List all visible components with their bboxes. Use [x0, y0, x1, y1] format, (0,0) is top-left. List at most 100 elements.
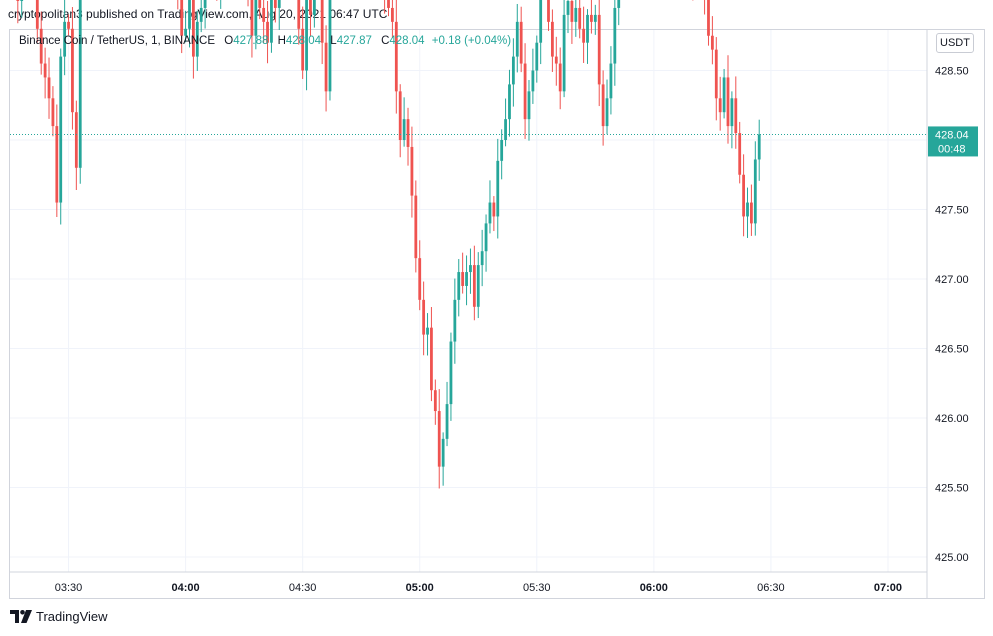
candle-body: [519, 21, 523, 64]
candle-body: [20, 0, 24, 1]
candle-body: [742, 174, 745, 217]
x-tick-label: 03:30: [55, 582, 83, 594]
candle-body: [277, 0, 281, 8]
candle-body: [722, 77, 726, 113]
candle-body: [414, 195, 418, 259]
candle-body: [433, 390, 437, 412]
chart-grid: [10, 30, 927, 572]
candle-body: [320, 0, 324, 43]
candle-body: [480, 251, 484, 266]
candle-body: [757, 134, 761, 160]
candle-body: [430, 327, 433, 391]
candle-body: [441, 438, 445, 467]
symbol-legend: Binance Coin / TetherUS, 1, BINANCE O427…: [19, 35, 511, 47]
candlestick-series: [16, 0, 761, 489]
symbol-name: Binance Coin / TetherUS, 1, BINANCE: [19, 35, 216, 47]
x-tick-label: 04:30: [289, 582, 317, 594]
candle-body: [527, 91, 531, 120]
candle-body: [328, 0, 332, 92]
candle-body: [484, 223, 488, 252]
candle-body: [203, 0, 207, 8]
y-tick-label: 427.50: [935, 205, 969, 217]
candle-body: [562, 14, 566, 92]
last-price-box: [928, 126, 978, 157]
candle-body: [445, 404, 449, 439]
candle-body: [508, 84, 511, 120]
candle-body: [324, 42, 328, 92]
candle-body: [270, 0, 273, 43]
candle-body: [309, 0, 312, 15]
candle-body: [726, 77, 730, 127]
candle-body: [710, 35, 714, 50]
candle-body: [461, 272, 465, 286]
candle-body: [71, 28, 74, 113]
candle-body: [554, 56, 558, 64]
candle-body: [496, 160, 500, 217]
tradingview-logo[interactable]: TradingView: [10, 609, 108, 624]
candle-body: [192, 0, 195, 57]
candle-body: [601, 84, 605, 127]
candle-body: [511, 56, 515, 85]
candle-body: [180, 0, 184, 36]
candle-body: [406, 119, 410, 147]
y-tick-label: 428.50: [935, 66, 969, 78]
candle-body: [188, 0, 191, 29]
candle-body: [398, 91, 402, 140]
candle-body: [492, 202, 496, 217]
candle-body: [426, 327, 429, 335]
high-label: H: [277, 35, 286, 47]
candle-body: [547, 0, 550, 22]
candle-body: [63, 21, 67, 57]
candle-body: [55, 126, 59, 203]
candle-body: [422, 299, 426, 335]
candle-body: [734, 98, 738, 134]
candle-body: [437, 411, 441, 467]
candle-body: [488, 202, 492, 224]
candle-body: [47, 77, 51, 99]
candle-body: [593, 14, 597, 22]
candle-body: [707, 0, 710, 36]
change-value: +0.18 (+0.04%): [431, 35, 512, 47]
candle-body: [738, 133, 742, 175]
candle-body: [449, 341, 453, 405]
candle-body: [535, 42, 539, 71]
candle-body: [500, 140, 504, 161]
candle-body: [35, 0, 39, 29]
candle-body: [750, 202, 753, 224]
tradingview-wordmark: TradingView: [36, 609, 108, 624]
x-tick-label: 07:00: [874, 582, 902, 594]
candle-body: [718, 98, 722, 113]
candle-body: [566, 1, 570, 15]
x-tick-label: 06:30: [757, 582, 785, 594]
candle-body: [457, 272, 461, 300]
x-tick-label: 06:00: [640, 582, 668, 594]
candle-body: [59, 56, 63, 203]
candle-body: [199, 7, 203, 22]
low-label: L: [330, 35, 337, 47]
candle-body: [465, 272, 468, 286]
candle-body: [586, 14, 589, 43]
currency-button[interactable]: USDT: [936, 33, 974, 53]
y-tick-label: 426.50: [935, 344, 969, 356]
tradingview-logo-icon: [10, 610, 32, 623]
candle-body: [254, 0, 258, 36]
candle-body: [184, 28, 187, 36]
chart-frame: [9, 29, 985, 599]
low-value: 427.87: [336, 35, 372, 47]
candle-body: [410, 146, 414, 196]
candle-body: [574, 7, 578, 22]
y-tick-label: 427.00: [935, 274, 969, 286]
candle-body: [273, 0, 277, 8]
bar-countdown: 00:48: [938, 143, 966, 155]
candle-body: [570, 1, 574, 22]
candle-body: [262, 7, 266, 22]
candle-body: [597, 14, 601, 85]
candle-body: [78, 0, 82, 168]
candle-body: [453, 299, 457, 342]
candle-body: [74, 112, 78, 168]
candle-body: [67, 21, 70, 29]
candle-body: [515, 21, 519, 57]
candle-body: [469, 265, 472, 273]
candle-body: [730, 98, 734, 127]
